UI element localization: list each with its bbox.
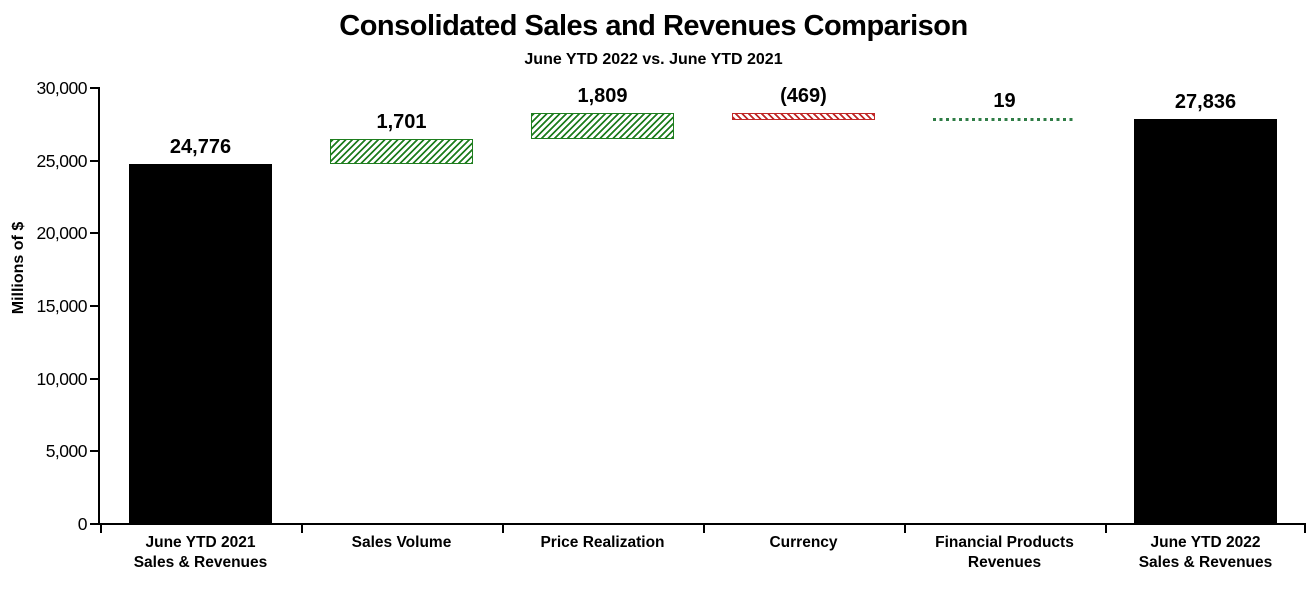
bar-value-june-ytd-2022-sales-revenues: 27,836	[1174, 91, 1237, 114]
bar-financial-products-revenues	[933, 118, 1076, 122]
y-tick-mark	[90, 159, 98, 162]
x-category-label-line: Sales & Revenues	[133, 554, 268, 571]
y-tick-mark	[90, 305, 98, 307]
x-tick-mark	[301, 525, 303, 533]
x-category-label-line: Financial Products	[935, 534, 1074, 551]
y-tick-label: 5,000	[45, 441, 88, 462]
y-tick-label: 30,000	[36, 78, 87, 98]
bar-value-sales-volume: 1,701	[376, 111, 427, 134]
x-category-label-june-ytd-2021-sales-revenues: June YTD 2021 Sales & Revenues	[100, 533, 301, 573]
bar-june-ytd-2021-sales-revenues	[129, 163, 272, 524]
bar-value-currency: (469)	[780, 84, 827, 107]
bar-value-financial-products-revenues: 19	[993, 90, 1016, 113]
y-tick-mark	[90, 377, 98, 380]
y-tick-label: 25,000	[36, 150, 87, 171]
chart-subtitle: June YTD 2022 vs. June YTD 2021	[524, 51, 783, 68]
y-tick-label: 0	[77, 514, 88, 534]
y-tick-mark	[90, 232, 98, 235]
x-category-label-line: Sales & Revenues	[1138, 554, 1273, 571]
x-tick-mark	[1105, 525, 1107, 533]
x-tick-mark	[904, 525, 906, 533]
x-axis-line	[98, 523, 1306, 525]
x-category-label-line: Revenues	[967, 554, 1042, 571]
x-category-label-sales-volume: Sales Volume	[301, 533, 502, 553]
bar-currency	[732, 112, 875, 120]
x-category-label-line: June YTD 2022	[1150, 534, 1261, 551]
y-tick-label: 10,000	[36, 368, 87, 389]
y-tick-label: 20,000	[36, 223, 87, 244]
y-tick-mark	[90, 87, 98, 89]
x-category-label-line: Sales Volume	[351, 534, 452, 551]
bar-sales-volume	[330, 139, 473, 164]
x-tick-mark	[703, 525, 705, 533]
y-tick-mark	[90, 450, 98, 453]
chart-title: Consolidated Sales and Revenues Comparis…	[339, 10, 968, 42]
x-tick-mark	[100, 525, 102, 533]
x-category-label-june-ytd-2022-sales-revenues: June YTD 2022 Sales & Revenues	[1105, 533, 1306, 573]
x-category-label-financial-products-revenues: Financial Products Revenues	[904, 533, 1105, 573]
x-tick-mark	[502, 525, 504, 533]
x-category-label-line: Price Realization	[540, 534, 665, 551]
x-category-label-currency: Currency	[703, 533, 904, 553]
bar-price-realization	[531, 112, 674, 140]
x-category-label-price-realization: Price Realization	[502, 533, 703, 553]
bar-june-ytd-2022-sales-revenues	[1134, 119, 1277, 524]
x-category-label-line: June YTD 2021	[145, 534, 256, 551]
y-axis-line	[98, 87, 100, 525]
bar-value-price-realization: 1,809	[577, 84, 628, 107]
y-tick-label: 15,000	[36, 296, 87, 316]
x-tick-mark	[1304, 525, 1306, 533]
y-tick-mark	[90, 523, 98, 525]
x-category-label-line: Currency	[769, 534, 838, 551]
bar-value-june-ytd-2021-sales-revenues: 24,776	[169, 135, 232, 158]
